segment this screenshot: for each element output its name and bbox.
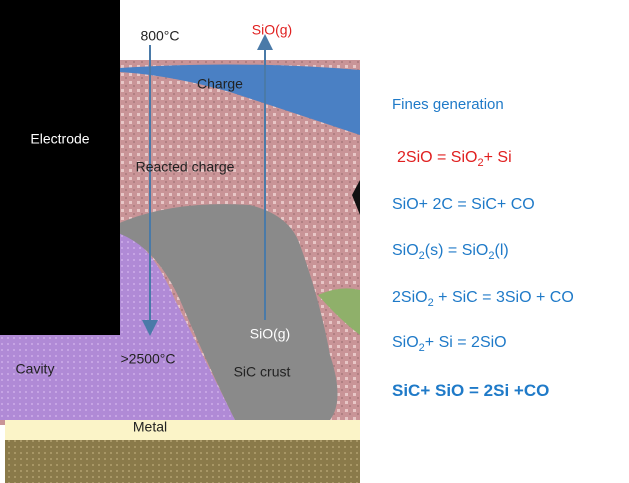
equation: SiO+ 2C = SiC+ CO	[392, 196, 535, 213]
equation-text: 2SiO	[392, 289, 428, 306]
equation-text: + Si	[484, 149, 512, 166]
dark-spot	[352, 180, 360, 215]
equation-text: SiO+ 2C = SiC+ CO	[392, 196, 535, 213]
electrode-tip	[100, 290, 120, 335]
bottom-layer	[5, 440, 360, 483]
equation-text: + SiC = 3SiO + CO	[434, 289, 574, 306]
equation-text: (l)	[494, 242, 508, 259]
label: SiO(g)	[250, 326, 290, 342]
subscript: 2	[428, 297, 434, 309]
equation-text: + Si = 2SiO	[425, 334, 507, 351]
subscript: 2	[477, 157, 483, 169]
charge-layer	[120, 64, 360, 135]
heading: Fines generation	[392, 96, 504, 113]
label: Charge	[197, 76, 243, 92]
equation: SiC+ SiO = 2Si +CO	[392, 381, 549, 400]
label: Cavity	[16, 361, 55, 377]
metal-layer	[5, 420, 360, 440]
label: Electrode	[30, 131, 89, 147]
equation-text: SiO	[392, 242, 419, 259]
subscript: 2	[488, 250, 494, 262]
subscript: 2	[419, 250, 425, 262]
label: 800°C	[140, 28, 179, 44]
label: SiO(g)	[252, 22, 292, 38]
label: Metal	[133, 419, 167, 435]
equation: 2SiO = SiO2+ Si	[397, 149, 512, 169]
electrode	[0, 0, 120, 335]
equation-text: SiO	[392, 334, 419, 351]
equation-text: SiC+ SiO = 2Si +CO	[392, 381, 549, 400]
subscript: 2	[419, 342, 425, 354]
sic-crust	[115, 204, 338, 420]
equation: SiO2(s) = SiO2(l)	[392, 242, 509, 262]
label: SiC crust	[234, 364, 291, 380]
label: Reacted charge	[136, 159, 235, 175]
equation: SiO2+ Si = 2SiO	[392, 334, 507, 354]
green-zone	[318, 288, 360, 335]
label: >2500°C	[120, 351, 175, 367]
equation: 2SiO2 + SiC = 3SiO + CO	[392, 289, 574, 309]
equation-text: 2SiO = SiO	[397, 149, 477, 166]
diagram: 800°C SiO(g) Charge Electrode Reacted ch…	[0, 0, 360, 483]
equation-text: (s) = SiO	[425, 242, 489, 259]
